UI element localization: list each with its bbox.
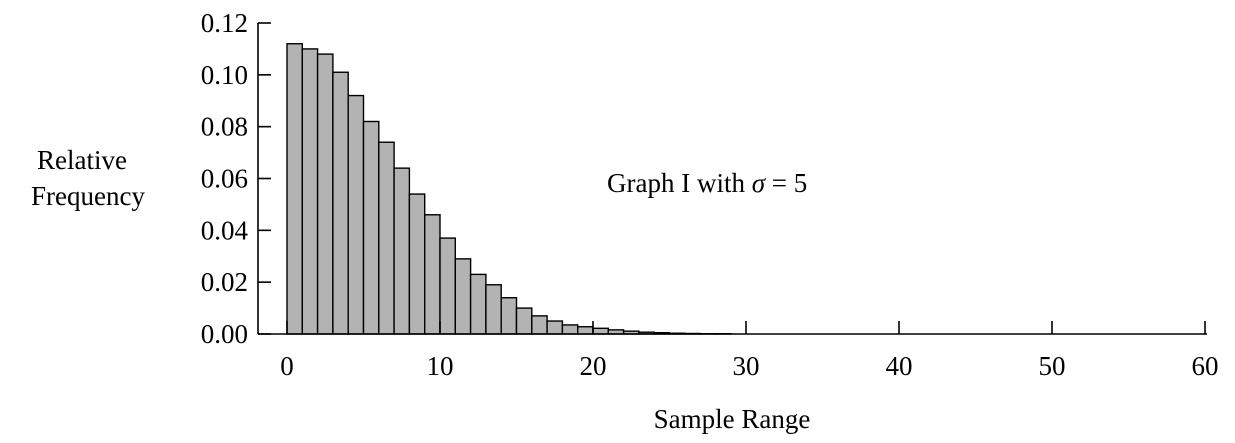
histogram-bar	[439, 237, 457, 335]
y-tick-label: 0.04	[201, 215, 249, 245]
histogram-bars	[286, 43, 732, 335]
x-tick-label: 0	[280, 351, 294, 381]
y-axis-title-line-1: Relative	[37, 145, 127, 175]
histogram-bar	[454, 258, 472, 335]
x-tick-label: 50	[1039, 351, 1066, 381]
annotation-prefix: Graph I with	[607, 168, 752, 198]
x-tick-label: 30	[733, 351, 760, 381]
annotation-suffix: = 5	[765, 168, 807, 198]
histogram-bar	[546, 320, 564, 335]
y-axis-ticks: 0.00 0.02 0.04 0.06 0.08 0.10 0.12	[201, 8, 271, 349]
y-tick-label: 0.10	[201, 60, 248, 90]
x-tick-label: 40	[886, 351, 913, 381]
y-axis-title-line-2: Frequency	[31, 181, 145, 211]
graph-annotation: Graph I with σ = 5	[607, 168, 807, 198]
histogram-bar	[485, 284, 502, 335]
x-tick-label: 10	[427, 351, 454, 381]
histogram-bar	[469, 273, 487, 335]
histogram-bar	[577, 326, 594, 335]
y-tick-label: 0.00	[201, 319, 248, 349]
y-tick-label: 0.08	[201, 112, 248, 142]
sigma-symbol: σ	[752, 168, 767, 198]
x-axis-title: Sample Range	[654, 404, 811, 434]
histogram-bar	[561, 324, 579, 335]
histogram-bar	[332, 71, 349, 335]
histogram-bar	[316, 53, 334, 335]
histogram-bar	[500, 297, 518, 335]
histogram-bar	[301, 48, 319, 335]
y-tick-label: 0.02	[201, 267, 248, 297]
y-tick-label: 0.06	[201, 164, 248, 194]
histogram-bar	[408, 193, 426, 335]
histogram-bar	[531, 315, 548, 335]
y-tick-label: 0.12	[201, 8, 248, 38]
histogram-bar	[347, 94, 365, 335]
x-tick-label: 60	[1192, 351, 1219, 381]
x-tick-label: 20	[580, 351, 607, 381]
histogram-bar	[515, 307, 533, 335]
histogram-bar	[286, 43, 304, 335]
histogram-bar	[424, 214, 441, 335]
histogram-bar	[378, 141, 395, 335]
x-axis-ticks: 0 10 20 30 40 50 60	[280, 321, 1219, 381]
histogram-bar	[362, 120, 380, 335]
histogram-bar	[592, 327, 610, 335]
histogram-bar	[393, 167, 411, 335]
